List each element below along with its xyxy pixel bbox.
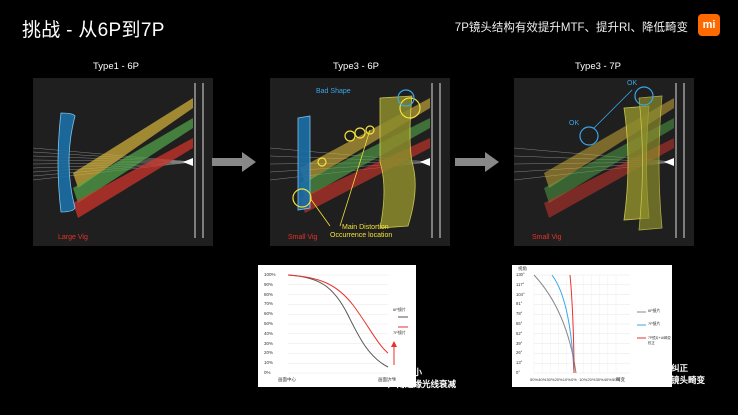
dist-xlabel: 畸变 — [616, 377, 625, 382]
ok-label-2: OK — [569, 120, 580, 127]
dist-xtick: 30% — [546, 377, 555, 382]
x-label-edge: 画面边缘 — [378, 377, 396, 382]
brand-logo: mi — [698, 14, 720, 36]
arrow-right-icon — [212, 152, 256, 172]
dist-xtick: 50% — [612, 377, 621, 382]
dist-xtick: 20% — [554, 377, 563, 382]
distortion-chart: 视角 130° 117° 104° 91° 78° 65° 52° 39° 26° 13° 0° 5… — [512, 265, 672, 387]
dist-ylabel: 视角 — [518, 266, 527, 271]
dist-xtick: 30% — [595, 377, 604, 382]
large-vig-label: Large Vig — [58, 234, 88, 241]
distortion-note-line1: 有效纠正 — [654, 363, 689, 373]
legend-7p: 7P镜片 — [648, 322, 661, 326]
ok-label-1: OK — [627, 80, 638, 87]
page-subtitle: 7P镜头结构有效提升MTF、提升RI、降低畸变 — [454, 22, 688, 34]
dist-xtick: 0% — [571, 377, 577, 382]
lens-diagram-type3-6p: Bad Shape Main Distortion Occurrence loc… — [270, 78, 450, 246]
dist-ytick: 13° — [516, 360, 523, 366]
ri-note-line1: 有效减小 — [388, 367, 423, 377]
ri-ytick: 100% — [264, 272, 276, 277]
lens-diagram-type1-6p: Large Vig — [33, 78, 213, 246]
legend-7p: 7P镜片 — [393, 330, 406, 335]
dist-ytick: 0° — [516, 370, 521, 375]
arrow-right-icon — [455, 152, 499, 172]
dist-xtick: 10% — [562, 377, 571, 382]
ri-chart: 100% 90% 80% 70% 60% 50% 40% 30% 20% 10% 0% 画面中心 画… — [258, 265, 416, 387]
lens-diagram-type3-7p: OK OK Small Vig — [514, 78, 694, 246]
dist-ytick: 130° — [516, 272, 525, 277]
legend-7p-ai: 7P镜片+AI畸变校正 — [648, 336, 671, 345]
dist-ytick: 78° — [516, 311, 523, 317]
ri-ytick: 90% — [264, 281, 274, 287]
ri-ytick: 40% — [264, 330, 274, 336]
ri-note-line2: 广角边缘光线衰减 — [388, 379, 457, 389]
panel-title-type3-7p: Type3 - 7P — [575, 61, 621, 72]
ri-ytick: 70% — [264, 301, 274, 307]
main-distortion-label: Main Distortion — [342, 224, 389, 231]
distortion-note-line2: 广角镜头畸变 — [654, 375, 706, 385]
legend-6p: 6P镜片 — [648, 309, 661, 313]
dist-ytick: 104° — [516, 291, 525, 297]
ri-ytick: 0% — [264, 370, 271, 375]
ri-ytick: 50% — [264, 321, 274, 326]
ri-ytick: 80% — [264, 291, 274, 297]
ri-ytick: 60% — [264, 311, 274, 317]
x-label-center: 画面中心 — [278, 377, 296, 382]
ri-ytick: 10% — [264, 360, 274, 366]
panel-title-type1-6p: Type1 - 6P — [93, 61, 139, 72]
page-title: 挑战 - 从6P到7P — [22, 20, 165, 41]
dist-ytick: 39° — [516, 340, 523, 346]
small-vig-label: Small Vig — [532, 234, 562, 241]
dist-xtick: 20% — [587, 377, 596, 382]
dist-ytick: 52° — [516, 330, 523, 336]
bad-shape-label: Bad Shape — [316, 88, 351, 95]
ri-ytick: 20% — [264, 350, 274, 356]
ri-ytick: 30% — [264, 340, 274, 346]
dist-xtick: 40% — [603, 377, 612, 382]
dist-ytick: 26° — [516, 350, 523, 356]
panel-title-type3-6p: Type3 - 6P — [333, 61, 379, 72]
legend-6p: 6P镜片 — [393, 307, 406, 312]
dist-ytick: 117° — [516, 281, 525, 287]
occurrence-location-label: Occurrence location — [330, 232, 393, 239]
dist-xtick: 40% — [538, 377, 547, 382]
dist-ytick: 91° — [516, 301, 523, 307]
dist-xtick: 10% — [579, 377, 588, 382]
ri-note: 有效减小 广角边缘光线衰减 — [388, 366, 488, 390]
small-vig-label: Small Vig — [288, 234, 318, 241]
dist-ytick: 65° — [516, 321, 523, 326]
distortion-note: 有效纠正 广角镜头畸变 — [654, 362, 734, 386]
dist-xtick: 50% — [530, 377, 539, 382]
